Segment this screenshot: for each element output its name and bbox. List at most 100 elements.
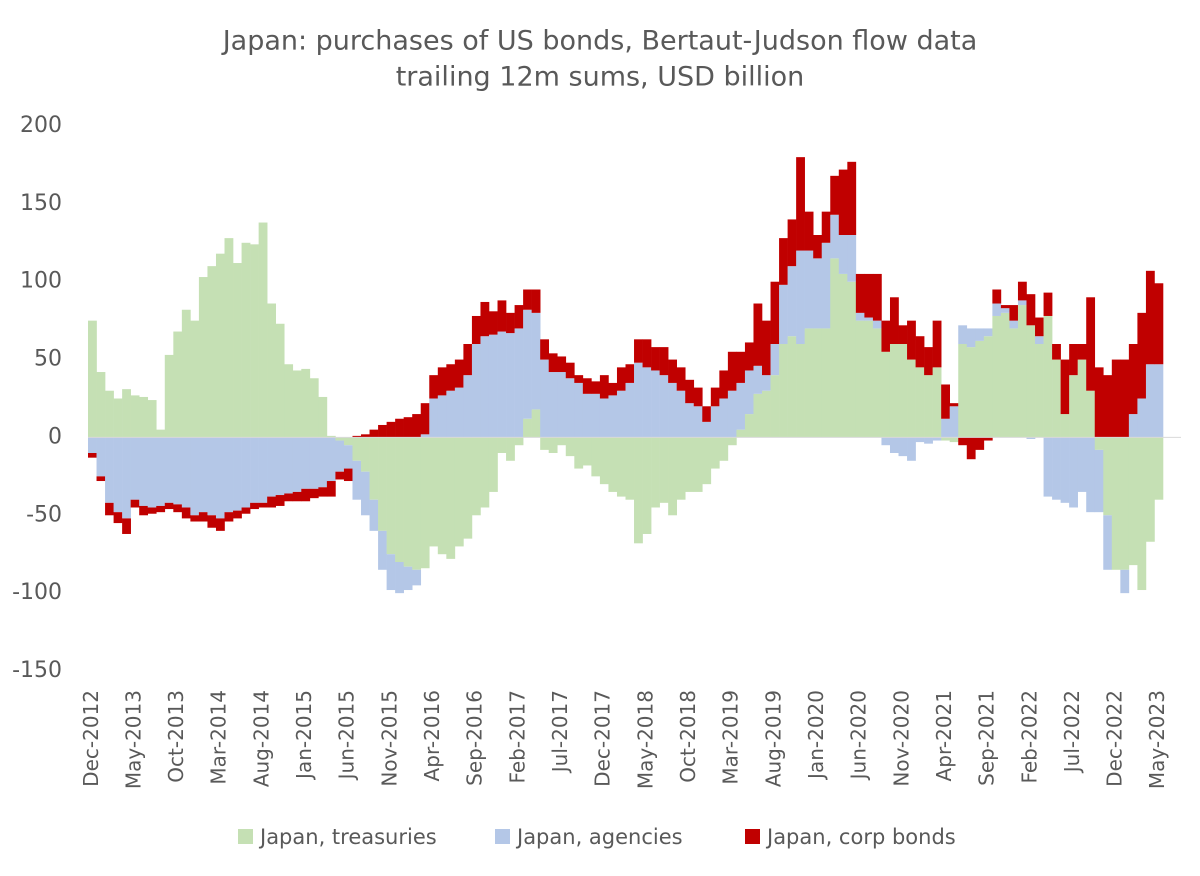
x-tick-label: Oct-2018 [676,690,700,783]
bar [1009,305,1019,321]
bar [710,437,720,469]
bar [838,235,848,274]
bar [139,505,149,516]
x-tick-label: Sep-2016 [463,690,487,786]
bar [676,390,686,438]
bar [1000,312,1010,438]
bar [250,502,259,510]
bar [309,378,319,438]
bar [463,375,473,438]
bar [753,303,763,366]
y-tick-label: 0 [48,424,62,449]
x-tick-label: Nov-2020 [889,690,913,787]
bar [770,344,780,376]
bar [284,437,294,494]
bar [514,437,524,446]
bar [983,437,993,441]
bar [1094,449,1104,513]
bar [872,320,882,329]
bar [676,437,686,500]
bar [804,250,814,329]
bar [753,393,763,438]
bar [574,437,584,469]
bar [105,502,114,516]
bar [1017,300,1027,306]
y-tick-label: 200 [20,113,62,138]
bar [531,409,541,438]
bar [881,351,891,438]
bar [1077,344,1087,360]
bar [599,375,609,399]
bar [1094,437,1104,450]
bar [847,235,857,282]
x-tick-label: Jun-2020 [847,690,871,781]
bar [241,507,251,514]
bar [719,370,729,399]
bar [250,437,259,503]
x-tick-label: Oct-2013 [164,690,188,783]
bar [1035,344,1044,438]
bar [796,344,805,438]
bar [395,562,404,594]
bar [446,437,456,559]
bar [463,344,473,376]
bar [250,244,259,438]
bar [88,320,97,438]
bar [1069,437,1078,508]
bar [898,344,908,438]
bar [574,382,584,438]
bar [855,273,865,313]
bar [1154,437,1164,500]
bar [181,507,191,519]
bar [1000,305,1010,309]
bar [710,406,720,438]
bar [122,518,131,534]
bar [702,437,712,485]
bar [744,414,754,438]
bar [855,320,865,438]
bar [514,328,524,438]
bar [258,437,268,503]
bar [1052,344,1061,360]
bar [1035,336,1044,344]
bar [96,437,106,477]
bar [96,476,106,482]
bar [787,266,797,337]
bar [847,161,857,235]
bar [907,320,916,360]
bar [318,487,328,497]
bar [130,499,140,508]
bar [130,437,140,500]
bar [702,406,712,422]
bar [454,359,464,388]
bar [634,362,643,438]
legend-swatch [238,829,253,844]
bar [625,382,635,438]
bar [190,320,200,438]
bar [1120,437,1130,570]
bar [454,387,464,438]
x-tick-label: Dec-2022 [1103,690,1127,787]
x-tick-label: Apr-2021 [932,690,956,781]
bar [113,437,123,513]
bar [1043,315,1053,438]
bar [523,309,532,419]
bar [932,367,942,438]
bar [830,258,840,438]
bar [523,418,532,438]
bar [889,344,899,438]
bar [361,437,370,472]
bar [1017,305,1027,438]
bar [557,437,567,446]
bar [753,365,763,394]
bar [207,266,217,438]
bar [727,437,737,446]
bar [369,437,379,500]
bar [779,238,788,285]
bar [224,512,234,522]
bar [813,235,823,259]
bar [156,429,166,438]
y-tick-label: -50 [26,502,62,527]
x-tick-label: Jul-2017 [548,690,572,774]
bar [446,364,456,391]
